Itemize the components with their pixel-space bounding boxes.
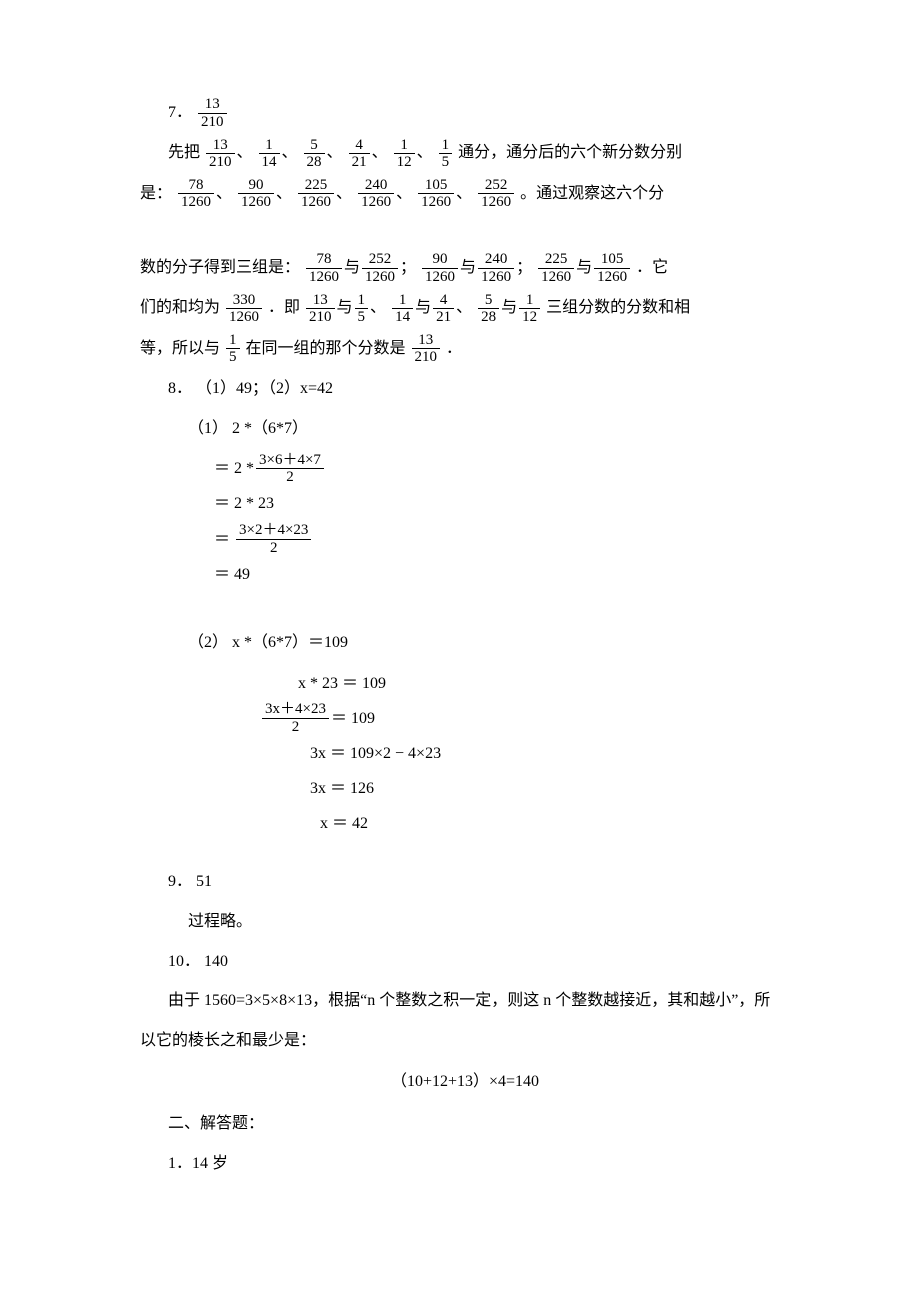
q7-answer-line: 7． 13 210 — [140, 96, 790, 130]
q7-line4: 们的和均为 3301260 ．即 13210与15、 114与421、 528与… — [140, 291, 790, 325]
q10-line2: 以它的棱长之和最少是： — [140, 1024, 790, 1058]
section2-heading: 二、解答题： — [140, 1107, 790, 1141]
q7-line5: 等，所以与 15 在同一组的那个分数是 13210 ． — [140, 332, 790, 366]
q8-p2-l1: x * 23 ＝ 109 — [140, 666, 790, 701]
q10-line1: 由于 1560=3×5×8×13，根据“n 个整数之积一定，则这 n 个整数越接… — [140, 984, 790, 1018]
section2-q1: 1．14 岁 — [140, 1147, 790, 1181]
q10-label: 10． — [168, 953, 200, 970]
q7-line3: 数的分子得到三组是： 781260与2521260； 901260与240126… — [140, 251, 790, 285]
q8-answers: （1）49；（2）x=42 — [196, 380, 333, 397]
q10-expr: （10+12+13）×4=140 — [140, 1065, 790, 1099]
q8-p1-l2: ＝ 2 * 23 — [140, 486, 790, 521]
q8-p2-l3: 3x ＝ 109×2 − 4×23 — [140, 736, 790, 771]
q9-note: 过程略。 — [140, 905, 790, 939]
spacer — [140, 592, 790, 620]
q8-p2-l2: 3x＋4×232 ＝ 109 — [140, 701, 790, 736]
q8-p1-l4: ＝ 49 — [140, 557, 790, 592]
spacer — [140, 217, 790, 245]
q9-label: 9． — [168, 873, 192, 890]
q10-answer: 140 — [204, 953, 228, 970]
q9-answer: 51 — [196, 873, 212, 890]
q8-p1-l3: ＝ 3×2＋4×232 — [140, 522, 790, 557]
q10-answer-line: 10． 140 — [140, 945, 790, 979]
q7-label: 7． — [168, 104, 192, 121]
q8-p1-l1: ＝ 2 * 3×6＋4×72 — [140, 451, 790, 486]
q8-p2-l4: 3x ＝ 126 — [140, 771, 790, 806]
q8-p2-head: （2） x *（6*7）＝109 — [140, 626, 790, 660]
q8-p1-head: （1） 2 *（6*7） — [140, 412, 790, 446]
spacer — [140, 841, 790, 859]
q7-line1: 先把 13210、 114、 528、 421、 112、 15 通分，通分后的… — [140, 136, 790, 170]
q8-answer-line: 8． （1）49；（2）x=42 — [140, 372, 790, 406]
q8-p2-l5: x ＝ 42 — [140, 806, 790, 841]
document-page: 7． 13 210 先把 13210、 114、 528、 421、 112、 … — [0, 0, 920, 1246]
q7-line2: 是： 781260、 901260、 2251260、 2401260、 105… — [140, 177, 790, 211]
q7-answer-fraction: 13 210 — [198, 96, 227, 130]
q8-label: 8． — [168, 380, 192, 397]
q9-answer-line: 9． 51 — [140, 865, 790, 899]
